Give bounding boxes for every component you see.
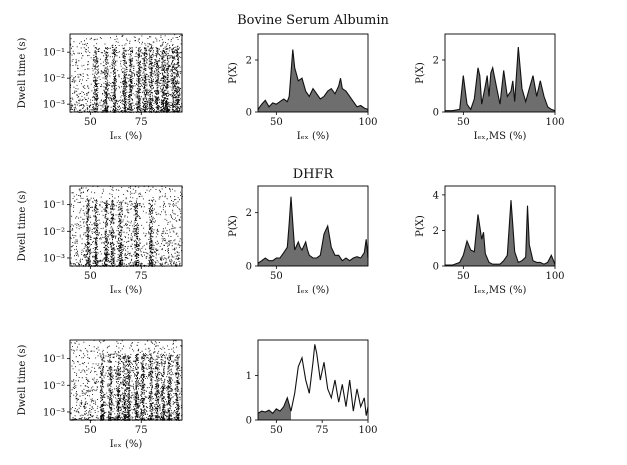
x-axis-label: Iₑₓ (%) bbox=[110, 131, 143, 142]
x-axis-label: Iₑₓ (%) bbox=[297, 285, 330, 296]
y-axis-label: P(X) bbox=[228, 62, 239, 84]
chart-panel-1-pdf: 50 100 0 2 Iₑₓ (%) P(X) bbox=[228, 33, 378, 142]
series-line bbox=[445, 200, 556, 266]
x-axis-label: Iₑₓ,MS (%) bbox=[474, 285, 527, 296]
y-tick-label: 10⁻¹ bbox=[43, 200, 65, 211]
x-tick-label: 100 bbox=[358, 425, 377, 436]
x-tick-label: 50 bbox=[84, 271, 97, 282]
x-tick-label: 50 bbox=[457, 117, 470, 128]
y-axis-label: Dwell time (s) bbox=[17, 191, 28, 262]
y-tick-label: 1 bbox=[246, 371, 252, 382]
y-axis-label: Dwell time (s) bbox=[17, 345, 28, 416]
x-tick-label: 100 bbox=[545, 271, 564, 282]
y-tick-label: 2 bbox=[246, 208, 252, 219]
area-fill bbox=[258, 196, 368, 266]
y-tick-label: 0 bbox=[433, 262, 439, 273]
x-tick-label: 50 bbox=[270, 117, 283, 128]
x-tick-label: 50 bbox=[270, 271, 283, 282]
x-axis-label: Iₑₓ (%) bbox=[110, 285, 143, 296]
y-tick-label: 0 bbox=[246, 108, 252, 119]
series-line bbox=[445, 46, 556, 112]
chart-panel-2-dwell: 50 75 10⁻³ 10⁻² 10⁻¹ Iₑₓ (%) Dwell time (s) bbox=[17, 185, 183, 296]
axes-frame bbox=[69, 185, 183, 267]
x-tick-label: 75 bbox=[135, 271, 148, 282]
x-tick-label: 100 bbox=[358, 117, 377, 128]
y-tick-label: 0 bbox=[246, 262, 252, 273]
y-tick-label: 2 bbox=[246, 56, 252, 67]
y-tick-label: 10⁻³ bbox=[43, 407, 65, 418]
series-line bbox=[257, 344, 369, 416]
y-tick-label: 0 bbox=[433, 108, 439, 119]
series-line bbox=[257, 196, 369, 264]
x-tick-label: 50 bbox=[457, 271, 470, 282]
x-axis-label: Iₑₓ,MS (%) bbox=[474, 131, 527, 142]
y-axis-label: P(X) bbox=[415, 215, 426, 237]
scatter-points bbox=[70, 340, 183, 421]
x-tick-label: 50 bbox=[270, 425, 283, 436]
series-line bbox=[257, 49, 369, 110]
chart-panel-3-pdf: 50 75 100 0 1 bbox=[246, 339, 378, 436]
axes-frame bbox=[257, 339, 369, 421]
y-tick-label: 10⁻¹ bbox=[43, 48, 65, 59]
title-bsa: Bovine Serum Albumin bbox=[237, 13, 389, 28]
y-tick-label: 2 bbox=[433, 56, 439, 67]
chart-panel-2-pdf: 50 0 2 Iₑₓ (%) P(X) bbox=[228, 185, 369, 296]
y-tick-label: 10⁻² bbox=[43, 74, 65, 85]
y-axis-label: Dwell time (s) bbox=[17, 38, 28, 109]
area-fill bbox=[445, 200, 555, 266]
y-tick-label: 4 bbox=[433, 190, 439, 201]
y-tick-label: 10⁻² bbox=[43, 381, 65, 392]
y-axis-label: P(X) bbox=[415, 62, 426, 84]
x-tick-label: 75 bbox=[316, 425, 329, 436]
y-tick-label: 10⁻² bbox=[43, 227, 65, 238]
x-tick-label: 50 bbox=[84, 425, 97, 436]
axes-frame bbox=[444, 33, 556, 113]
y-tick-label: 10⁻³ bbox=[43, 100, 65, 111]
axes-frame bbox=[444, 185, 556, 267]
y-tick-label: 0 bbox=[246, 416, 252, 427]
y-axis-label: P(X) bbox=[228, 215, 239, 237]
panels: 50 75 10⁻³ 10⁻² 10⁻¹ Iₑₓ (%) Dwell time (s) 50 1… bbox=[17, 33, 565, 450]
chart-panel-3-dwell: 50 75 10⁻³ 10⁻² 10⁻¹ Iₑₓ (%) Dwell time (s) bbox=[17, 339, 183, 450]
x-tick-label: 50 bbox=[84, 117, 97, 128]
shaded-region bbox=[258, 397, 291, 420]
x-tick-label: 75 bbox=[135, 425, 148, 436]
axes-frame bbox=[257, 33, 369, 113]
x-axis-label: Iₑₓ (%) bbox=[297, 131, 330, 142]
chart-panel-1-dwell: 50 75 10⁻³ 10⁻² 10⁻¹ Iₑₓ (%) Dwell time (s) bbox=[17, 33, 183, 142]
y-tick-label: 10⁻¹ bbox=[43, 354, 65, 365]
scatter-points bbox=[70, 34, 183, 113]
area-fill bbox=[258, 49, 368, 112]
title-dhfr: DHFR bbox=[293, 167, 335, 182]
y-tick-label: 2 bbox=[433, 226, 439, 237]
axes-frame bbox=[69, 33, 183, 113]
scatter-points bbox=[70, 186, 183, 267]
chart-panel-1-pdf_ms: 50 100 0 2 Iₑₓ,MS (%) P(X) bbox=[415, 33, 565, 142]
y-tick-label: 10⁻³ bbox=[43, 253, 65, 264]
axes-frame bbox=[69, 339, 183, 421]
chart-panel-2-pdf_ms: 50 100 0 2 4 Iₑₓ,MS (%) P(X) bbox=[415, 185, 565, 296]
x-tick-label: 100 bbox=[545, 117, 564, 128]
axes-frame bbox=[257, 185, 369, 267]
x-tick-label: 75 bbox=[135, 117, 148, 128]
x-axis-label: Iₑₓ (%) bbox=[110, 439, 143, 450]
